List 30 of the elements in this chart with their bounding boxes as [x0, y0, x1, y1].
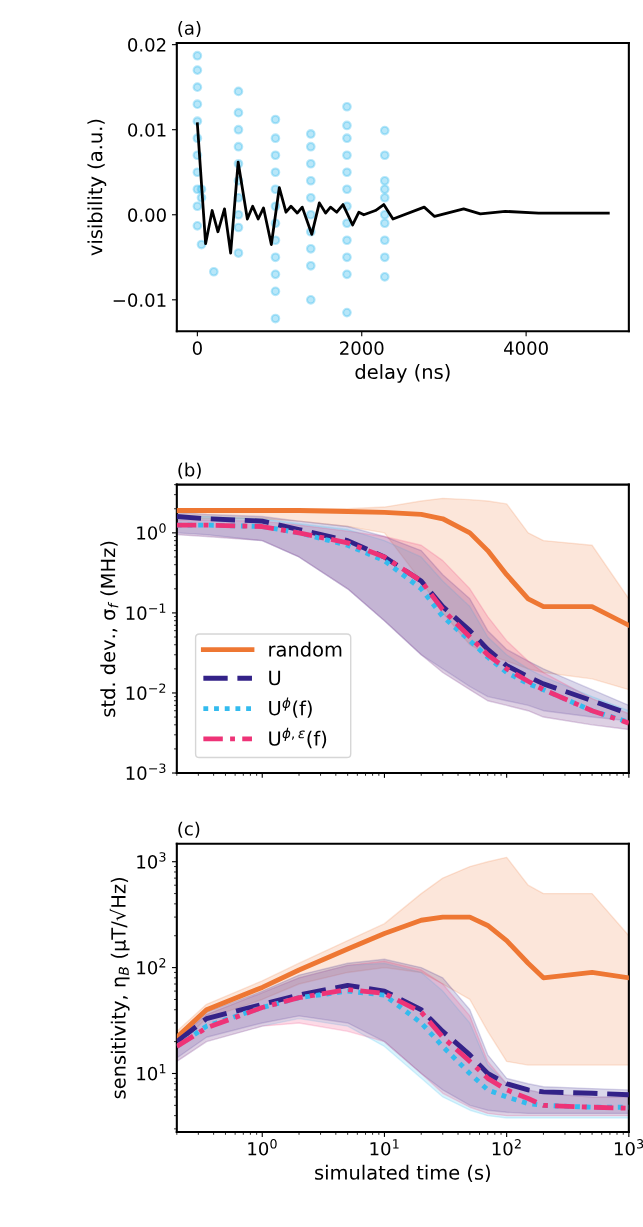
y-tick-label: 10$^{−2}$ — [126, 683, 166, 700]
x-tick-label: 4000 — [504, 341, 548, 355]
chart-title: (b) — [178, 462, 201, 479]
x-tick-label: 10$^{1}$ — [370, 1139, 399, 1156]
x-tick-label: 10$^{3}$ — [614, 1139, 643, 1156]
y-axis-title: visibility (a.u.) — [87, 119, 107, 256]
y-axis-title: std. dev., σ$_{f}$ (MHz) — [100, 541, 119, 717]
y-axis-title: sensitivity, η$_{B}$ (μT/√Hz) — [109, 878, 130, 1099]
y-tick-label: 0.02 — [128, 38, 166, 52]
chart-title: (a) — [178, 20, 201, 37]
legend-label: random — [269, 641, 342, 657]
y-tick-label: 10$^{−3}$ — [126, 763, 166, 780]
x-tick-label: 2000 — [340, 341, 384, 355]
legend-label: U$^{ϕ,ε}$(f) — [269, 727, 327, 749]
x-tick-label: 10$^{0}$ — [248, 1139, 277, 1156]
y-tick-label: 10$^{−1}$ — [126, 603, 166, 620]
x-tick-label: 10$^{2}$ — [492, 1139, 521, 1156]
y-tick-label: 10$^{1}$ — [137, 1064, 166, 1081]
x-axis-title: delay (ns) — [355, 364, 450, 383]
y-tick-label: −0.01 — [113, 293, 166, 307]
legend-label: U$^{ϕ}$(f) — [269, 697, 312, 718]
chart-title: (c) — [178, 821, 200, 838]
legend-label: U — [269, 670, 281, 686]
y-tick-label: 0.00 — [128, 208, 166, 222]
x-axis-title: simulated time (s) — [315, 1164, 490, 1183]
y-tick-label: 0.01 — [128, 123, 166, 137]
y-tick-label: 10$^{3}$ — [137, 852, 166, 869]
y-tick-label: 10$^{2}$ — [137, 958, 166, 975]
x-tick-label: 0 — [192, 341, 202, 355]
y-tick-label: 10$^{0}$ — [137, 523, 166, 540]
